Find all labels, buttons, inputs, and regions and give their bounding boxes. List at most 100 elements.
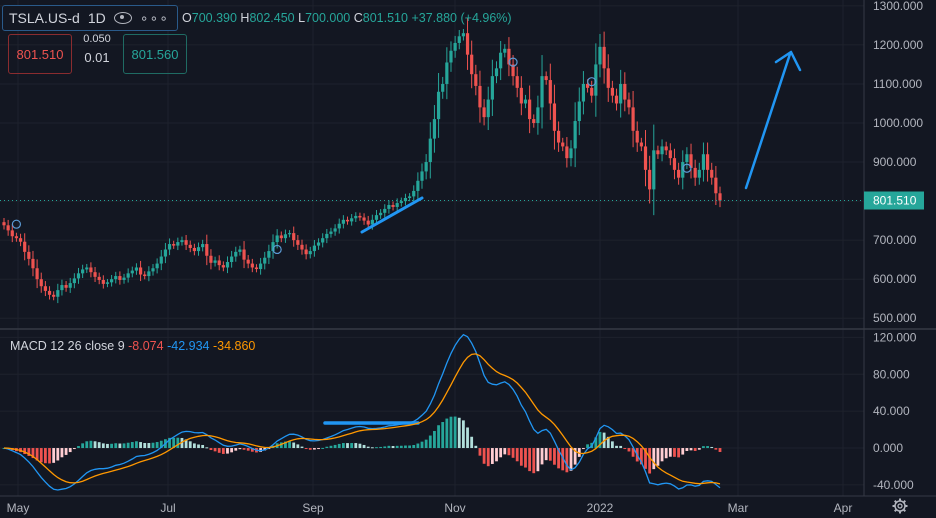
macd-hist-bar bbox=[668, 448, 672, 457]
candle-body bbox=[714, 177, 718, 194]
macd-signal-value: -34.860 bbox=[212, 339, 256, 353]
candle-body bbox=[403, 197, 408, 202]
gear-icon[interactable] bbox=[892, 498, 908, 514]
macd-hist-bar bbox=[569, 448, 573, 471]
macd-hist-bar bbox=[68, 448, 72, 453]
macd-hist-bar bbox=[524, 448, 527, 468]
candle-body bbox=[56, 290, 60, 297]
more-dots-icon[interactable]: ∘∘∘ bbox=[139, 9, 170, 26]
candle-body bbox=[523, 99, 528, 104]
macd-hist-bar bbox=[433, 430, 436, 449]
candle-body bbox=[453, 42, 457, 51]
macd-hist-bar bbox=[536, 448, 540, 472]
macd-hist-bar bbox=[623, 448, 627, 450]
spread-lot: 0.050 0.01 bbox=[75, 33, 119, 65]
candle-body bbox=[358, 215, 362, 218]
candle-body bbox=[556, 130, 561, 143]
candle-body bbox=[167, 244, 172, 250]
candle-body bbox=[416, 180, 420, 191]
macd-hist-bar bbox=[416, 443, 420, 449]
candle-body bbox=[449, 50, 453, 63]
macd-hist-bar bbox=[23, 448, 27, 455]
macd-hist-bar bbox=[441, 422, 445, 449]
macd-legend[interactable]: MACD 12 26 close 9 -8.074 -42.934 -34.86… bbox=[10, 339, 255, 353]
macd-hist-bar bbox=[437, 425, 440, 449]
candle-body bbox=[705, 154, 710, 170]
eye-icon[interactable] bbox=[113, 12, 132, 24]
candle-body bbox=[627, 99, 631, 108]
candle-body bbox=[561, 142, 565, 147]
candle-body bbox=[623, 83, 627, 100]
macd-hist-bar bbox=[192, 443, 196, 449]
candle-body bbox=[14, 236, 19, 239]
candle-body bbox=[395, 203, 399, 207]
macd-hist-value: -8.074 bbox=[128, 339, 164, 353]
candle-body bbox=[333, 228, 337, 232]
candle-body bbox=[155, 263, 159, 269]
macd-hist-bar bbox=[540, 448, 544, 465]
price-tick-label: 500.000 bbox=[873, 311, 917, 325]
macd-hist-bar bbox=[122, 443, 126, 449]
macd-hist-bar bbox=[106, 443, 109, 449]
candle-body bbox=[552, 103, 557, 131]
macd-hist-bar bbox=[548, 448, 552, 461]
timeframe[interactable]: 1D bbox=[87, 10, 106, 26]
macd-hist-bar bbox=[631, 448, 635, 457]
macd-hist-bar bbox=[172, 437, 176, 449]
macd-hist-bar bbox=[135, 441, 138, 449]
candle-body bbox=[184, 240, 188, 245]
candle-body bbox=[230, 256, 234, 263]
sell-button[interactable]: 801.510 bbox=[8, 34, 72, 74]
macd-hist-bar bbox=[619, 445, 623, 449]
symbol-name[interactable]: TSLA.US-d bbox=[9, 10, 80, 26]
lot-value[interactable]: 0.01 bbox=[84, 50, 110, 65]
macd-hist-bar bbox=[180, 437, 184, 449]
candle-body bbox=[689, 154, 693, 168]
candle-body bbox=[130, 270, 134, 274]
macd-hist-bar bbox=[706, 446, 709, 449]
candle-body bbox=[528, 99, 532, 120]
price-tick-label: 700.000 bbox=[873, 233, 917, 247]
price-tick-label: 900.000 bbox=[873, 155, 917, 169]
macd-hist-bar bbox=[656, 448, 660, 466]
macd-hist-bar bbox=[495, 448, 498, 462]
candle-body bbox=[192, 247, 196, 252]
macd-hist-bar bbox=[52, 448, 56, 463]
candle-body bbox=[292, 233, 296, 241]
symbol-box[interactable]: TSLA.US-d 1D ∘∘∘ bbox=[2, 5, 179, 31]
candle-body bbox=[407, 196, 412, 198]
candle-body bbox=[656, 150, 660, 155]
macd-hist-bar bbox=[404, 445, 407, 449]
candle-body bbox=[643, 146, 648, 170]
macd-hist-bar bbox=[72, 448, 76, 450]
macd-hist-bar bbox=[333, 444, 337, 449]
candle-body bbox=[279, 235, 283, 239]
macd-hist-bar bbox=[544, 448, 548, 461]
candle-body bbox=[490, 76, 494, 100]
last-price-badge bbox=[864, 191, 924, 210]
candle-body bbox=[234, 251, 238, 257]
candle-body bbox=[465, 33, 470, 55]
candle-body bbox=[399, 201, 403, 204]
candle-body bbox=[494, 68, 499, 77]
time-tick-label: Apr bbox=[834, 501, 853, 515]
candle-body bbox=[316, 242, 321, 246]
macd-hist-bar bbox=[449, 416, 453, 449]
candle-body bbox=[697, 169, 701, 178]
candle-body bbox=[176, 242, 180, 246]
candle-body bbox=[370, 219, 374, 225]
candle-body bbox=[93, 272, 97, 277]
candle-body bbox=[68, 283, 72, 288]
macd-tick-label: 0.000 bbox=[873, 441, 903, 455]
candle-body bbox=[10, 230, 14, 237]
macd-hist-bar bbox=[184, 439, 188, 449]
last-price-label: 801.510 bbox=[873, 194, 917, 208]
open-value: 700.390 bbox=[191, 11, 237, 25]
buy-button[interactable]: 801.560 bbox=[123, 34, 187, 74]
change-percent: (+4.96%) bbox=[460, 11, 512, 25]
candle-body bbox=[329, 231, 333, 234]
candle-body bbox=[242, 249, 246, 260]
macd-hist-bar bbox=[582, 448, 585, 450]
candle-body bbox=[511, 64, 515, 77]
